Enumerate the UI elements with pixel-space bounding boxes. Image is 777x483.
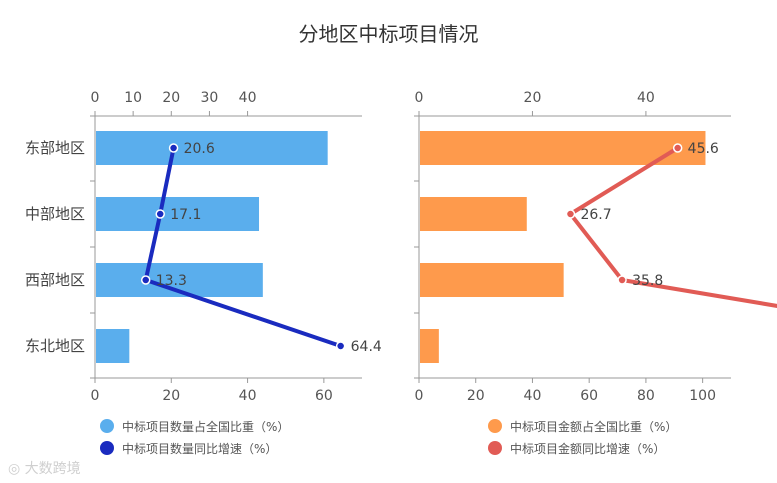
top-tick-label-1-2: 40	[637, 90, 655, 106]
line-point-0-2	[140, 275, 151, 285]
chart-title: 分地区中标项目情况	[298, 22, 479, 46]
watermark-text: 大数跨境	[24, 461, 81, 477]
top-tick-label-0-0: 0	[91, 90, 100, 106]
line-data-label-0-0: 20.6	[184, 141, 215, 157]
line-data-label-1-2: 35.8	[632, 273, 663, 289]
top-tick-label-0-4: 40	[239, 90, 257, 106]
bottom-tick-label-0-0: 0	[91, 388, 100, 404]
category-label-1: 中部地区	[25, 205, 85, 223]
line-point-1-0	[672, 143, 683, 153]
bottom-tick-label-0-1: 20	[162, 388, 180, 404]
bottom-tick-label-1-3: 60	[580, 388, 598, 404]
legend-label-right-line: 中标项目金额同比增速（%）	[510, 441, 666, 456]
category-label-0: 东部地区	[25, 139, 85, 157]
legend-swatch-left-bar	[100, 419, 114, 433]
line-data-label-1-1: 26.7	[580, 207, 611, 223]
bar-1-3	[420, 329, 439, 363]
category-label-2: 西部地区	[25, 271, 85, 289]
line-series-0	[143, 147, 342, 348]
watermark-logo-icon: ◎	[8, 461, 25, 477]
legend-swatch-right-bar	[488, 419, 502, 433]
line-point-0-0	[168, 143, 179, 153]
bar-0-0	[96, 131, 328, 165]
bottom-tick-label-1-1: 20	[467, 388, 485, 404]
legend-item-left-bar[interactable]: 中标项目数量占全国比重（%）	[100, 415, 289, 437]
watermark: ◎ 大数跨境	[8, 458, 81, 478]
bar-1-0	[420, 131, 706, 165]
bottom-tick-label-1-0: 0	[415, 388, 424, 404]
legend-swatch-right-line	[488, 441, 502, 455]
legend-swatch-left-line	[100, 441, 114, 455]
bar-1-1	[420, 197, 527, 231]
bottom-tick-label-0-2: 40	[239, 388, 257, 404]
line-data-label-0-1: 17.1	[170, 207, 201, 223]
legend-label-left-line: 中标项目数量同比增速（%）	[122, 441, 278, 456]
top-tick-label-0-3: 30	[201, 90, 219, 106]
top-tick-label-1-0: 0	[415, 90, 424, 106]
legend-item-right-bar[interactable]: 中标项目金额占全国比重（%）	[488, 415, 677, 437]
line-point-0-3	[335, 341, 346, 351]
top-tick-label-0-2: 20	[162, 90, 180, 106]
legend-label-left-bar: 中标项目数量占全国比重（%）	[122, 419, 290, 434]
line-data-label-1-0: 45.6	[688, 141, 719, 157]
legend-item-left-line[interactable]: 中标项目数量同比增速（%）	[100, 437, 289, 459]
bar-0-3	[96, 329, 130, 363]
bottom-tick-label-1-2: 40	[524, 388, 542, 404]
top-tick-label-0-1: 10	[124, 90, 142, 106]
category-label-3: 东北地区	[25, 337, 85, 355]
top-tick-label-1-1: 20	[524, 90, 542, 106]
line-point-1-2	[617, 275, 627, 285]
line-data-label-0-3: 64.4	[351, 339, 382, 355]
bottom-tick-label-1-4: 80	[637, 388, 655, 404]
line-series-1	[568, 146, 777, 308]
left-legend: 中标项目数量占全国比重（%） 中标项目数量同比增速（%）	[100, 415, 289, 459]
bar-0-1	[96, 197, 260, 231]
legend-item-right-line[interactable]: 中标项目金额同比增速（%）	[488, 437, 677, 459]
line-data-label-0-2: 13.3	[156, 273, 187, 289]
bottom-tick-label-0-3: 60	[315, 388, 333, 404]
bottom-tick-label-1-5: 100	[689, 388, 716, 404]
right-legend: 中标项目金额占全国比重（%） 中标项目金额同比增速（%）	[488, 415, 677, 459]
line-point-1-1	[565, 209, 576, 219]
line-point-0-1	[155, 209, 165, 219]
legend-label-right-bar: 中标项目金额占全国比重（%）	[510, 419, 678, 434]
bar-1-2	[420, 263, 564, 297]
